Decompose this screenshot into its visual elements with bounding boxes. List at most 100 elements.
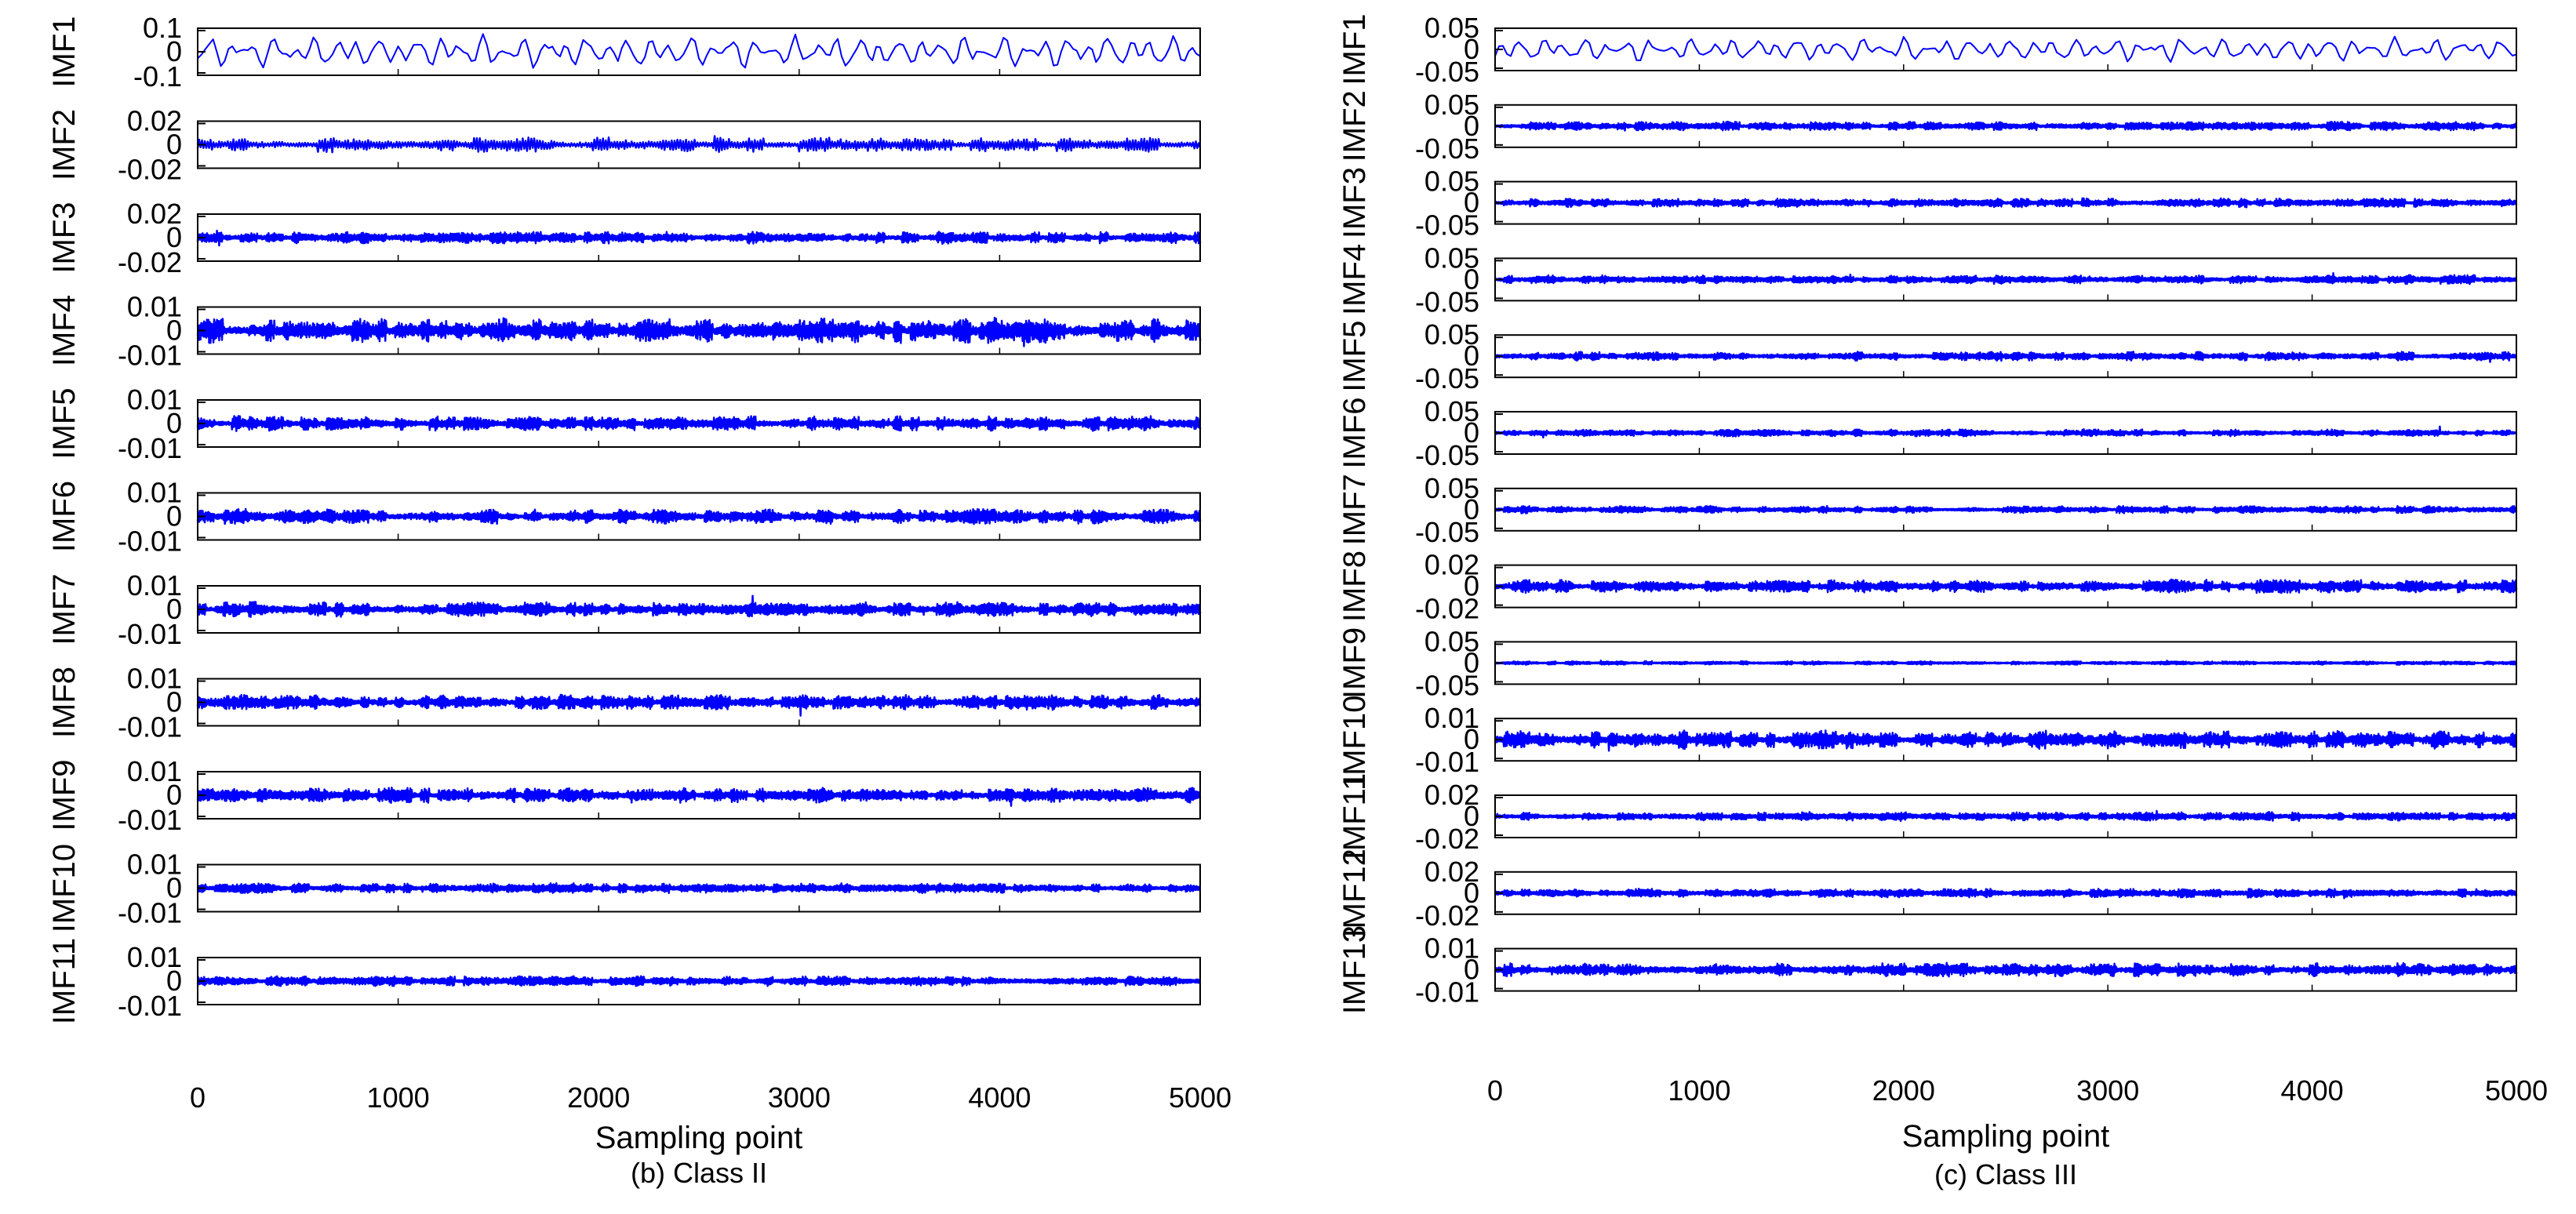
y-tick-label: 0.01 [127,383,182,416]
panel-imf6: 0.050-0.05 IMF6 [1337,395,2518,471]
y-axis-label: IMF2 [1337,90,1372,162]
series-line [1494,351,2518,363]
y-tick-label: 0.01 [127,755,182,787]
panel-imf6: 0.010-0.01 IMF6 [47,477,1202,558]
y-axis-label: IMF11 [1337,773,1372,860]
series-line [1494,888,2518,900]
y-tick-label: -0.05 [1415,516,1479,548]
series-line [196,787,1202,807]
series-line [196,507,1202,525]
y-tick-label: -0.05 [1415,285,1479,318]
y-axis-label: IMF11 [47,938,82,1024]
series-line [196,415,1202,432]
y-tick-label: 0.05 [1424,242,1479,274]
panel-imf2: 0.020-0.02 IMF2 [47,105,1202,186]
y-tick-label: 0.05 [1424,625,1479,657]
y-tick-label: -0.02 [118,154,182,186]
y-tick-label: -0.01 [1415,976,1479,1009]
panel-imf7: 0.010-0.01 IMF7 [47,569,1202,650]
y-tick-label: 0 [166,35,182,67]
series-line [1494,425,2518,439]
series-line [1494,660,2518,666]
y-tick-label: -0.05 [1415,133,1479,165]
x-tick-label: 0 [1487,1074,1503,1107]
y-tick-label: 0.01 [1424,702,1479,734]
y-tick-label: -0.01 [118,618,182,650]
panel-imf12: 0.020-0.02 IMF12 [1337,849,2518,937]
y-tick-label: 0 [166,407,182,439]
y-tick-label: -0.01 [118,432,182,464]
y-tick-label: -0.05 [1415,56,1479,88]
y-tick-label: 0 [1464,493,1479,525]
y-tick-label: 0 [166,779,182,811]
x-axis-label: Sampling point [595,1121,803,1155]
y-tick-label: 0.05 [1424,318,1479,351]
series-line [196,594,1202,618]
y-tick-label: -0.05 [1415,669,1479,701]
y-axis-label: IMF2 [47,109,82,180]
x-tick-label: 1000 [367,1081,430,1114]
y-axis-label: IMF8 [1337,551,1372,622]
y-axis-label: IMF6 [1337,397,1372,468]
panel-imf13: 0.010-0.01 IMF13 [1337,925,2518,1014]
x-tick-label: 4000 [968,1081,1031,1114]
series-line [1494,197,2518,209]
series-line [197,33,1201,69]
y-tick-label: -0.01 [118,804,182,836]
panel-imf7: 0.050-0.05 IMF7 [1337,472,2518,548]
y-axis-label: IMF7 [1337,474,1372,545]
x-tick-label: 2000 [567,1081,630,1114]
panel-imf9: 0.010-0.01 IMF9 [47,755,1202,836]
series-line [1494,809,2518,823]
x-tick-label: 2000 [1872,1074,1935,1107]
x-tick-label: 0 [190,1081,206,1114]
y-tick-label: -0.01 [118,990,182,1022]
chart-class-iii: 0.050-0.05IMF10.050-0.05IMF20.050-0.05IM… [1337,12,2548,1190]
chart-class-ii: 0.10-0.1IMF10.020-0.02IMF20.020-0.02IMF3… [47,12,1232,1189]
y-tick-label: 0 [1464,723,1479,755]
panel-imf10: 0.010-0.01 IMF10 [1337,696,2518,784]
y-tick-label: 0 [1464,110,1479,142]
y-axis-label: IMF13 [1337,925,1372,1014]
y-tick-label: 0 [166,129,182,161]
y-tick-label: 0 [1464,187,1479,219]
y-tick-label: 0.05 [1424,165,1479,198]
y-tick-label: 0.01 [1424,932,1479,965]
y-tick-label: 0.01 [127,663,182,695]
y-tick-label: 0 [1464,954,1479,986]
series-line [1494,729,2518,752]
x-tick-label: 5000 [1169,1081,1232,1114]
y-tick-label: 0 [1464,570,1479,602]
y-tick-label: 0 [166,500,182,532]
y-tick-label: 0.02 [127,198,182,230]
panel-imf5: 0.010-0.01 IMF5 [47,383,1202,464]
y-tick-label: 0 [166,965,182,997]
y-tick-label: 0.05 [1424,12,1479,44]
panel-imf8: 0.020-0.02 IMF8 [1337,549,2518,625]
y-tick-label: 0.01 [127,477,182,509]
y-tick-label: 0.02 [1424,856,1479,888]
chart-caption: (b) Class II [631,1157,767,1189]
x-tick-label: 4000 [2281,1074,2344,1107]
panel-imf11: 0.010-0.01 IMF11 [47,938,1202,1024]
x-tick-label: 3000 [2076,1074,2139,1107]
y-axis-label: IMF6 [47,481,82,552]
series-line [196,229,1202,247]
panel-imf3: 0.020-0.02 IMF3 [47,198,1202,278]
y-axis-label: IMF3 [1337,167,1372,238]
series-line [196,881,1202,895]
series-line [1494,35,2517,64]
y-tick-label: -0.01 [118,340,182,372]
y-tick-label: 0.01 [127,291,182,323]
y-axis-label: IMF10 [47,844,82,932]
y-axis-label: IMF9 [1337,627,1372,699]
y-axis-label: IMF8 [47,667,82,738]
x-axis-label: Sampling point [1902,1119,2110,1154]
series-line [196,693,1202,717]
y-tick-label: -0.1 [133,60,182,93]
y-tick-label: 0 [166,686,182,718]
x-tick-label: 3000 [768,1081,831,1114]
y-tick-label: -0.05 [1415,439,1479,471]
